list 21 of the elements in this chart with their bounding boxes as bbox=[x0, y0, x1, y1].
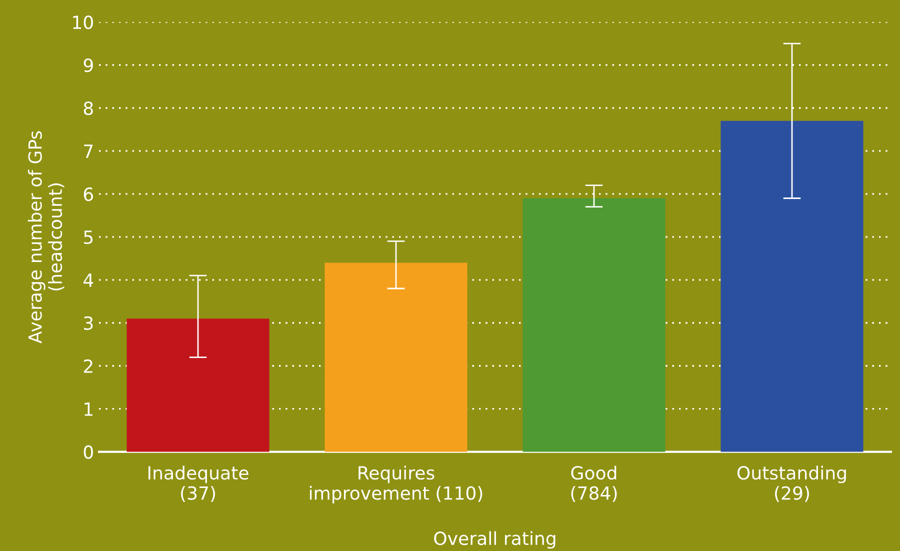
bar bbox=[522, 198, 666, 452]
x-tick-label: Outstanding (29) bbox=[737, 466, 846, 502]
y-tick-label: 6 bbox=[84, 187, 93, 202]
y-tick-label: 1 bbox=[84, 402, 92, 416]
y-tick-label: 5 bbox=[84, 230, 93, 244]
y-tick-label: 4 bbox=[84, 274, 94, 287]
x-axis-title: Overall rating bbox=[434, 531, 556, 549]
bar bbox=[324, 262, 468, 452]
y-tick-label: 0 bbox=[84, 445, 93, 459]
y-tick-label: 9 bbox=[84, 58, 93, 72]
x-tick-label: Good (784) bbox=[571, 466, 617, 502]
y-tick-label: 2 bbox=[84, 359, 92, 373]
x-tick-label: Requires improvement (110) bbox=[310, 466, 482, 504]
y-tick-label: 8 bbox=[84, 101, 93, 116]
y-tick-label: 10 bbox=[73, 16, 93, 30]
x-tick-label: Inadequate (37) bbox=[148, 466, 248, 502]
y-tick-label: 3 bbox=[84, 316, 93, 330]
y-axis-title: Average number of GPs (headcount) bbox=[28, 131, 64, 344]
y-tick-label: 7 bbox=[84, 144, 93, 158]
bar bbox=[126, 318, 270, 452]
bar bbox=[720, 120, 864, 452]
